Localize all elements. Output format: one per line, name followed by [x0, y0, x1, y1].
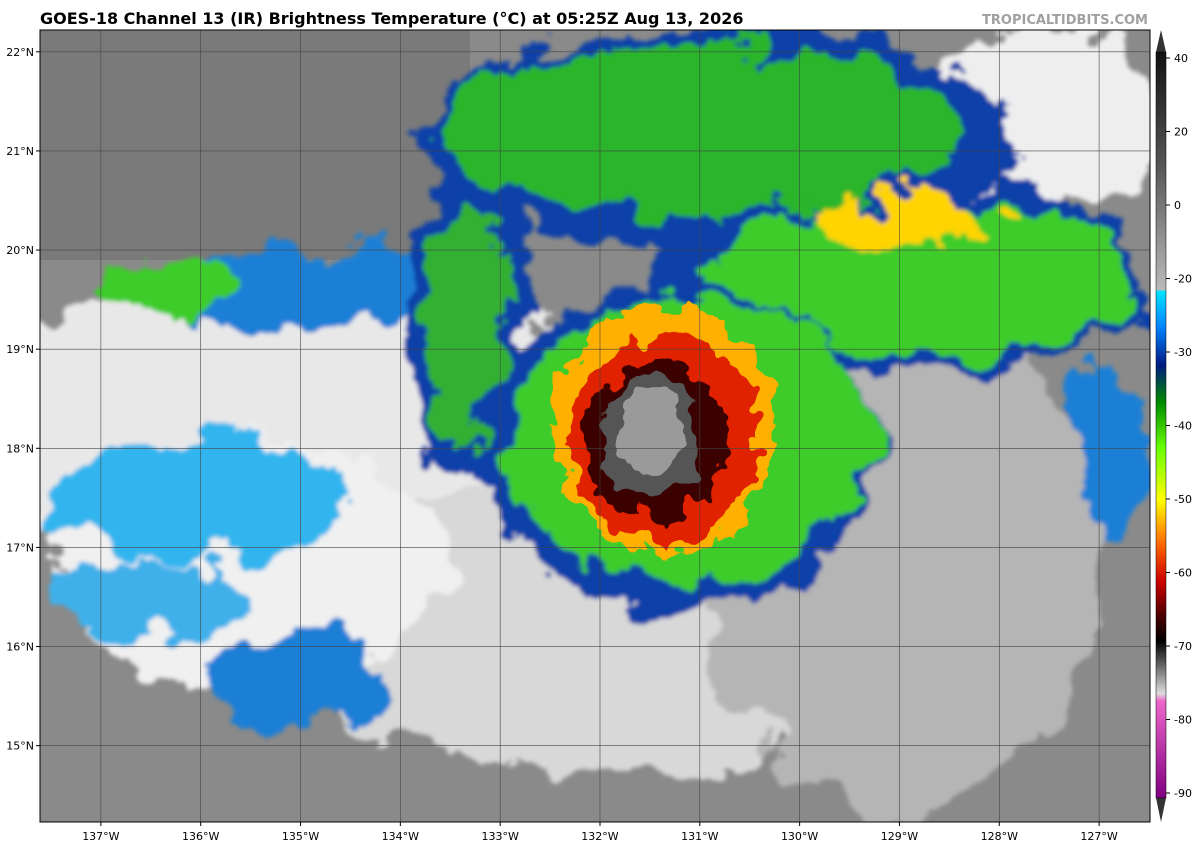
lat-label: 15°N — [6, 740, 34, 753]
colorbar-label: -50 — [1174, 493, 1192, 506]
lon-label: 133°W — [481, 830, 518, 843]
colorbar-label: -60 — [1174, 567, 1192, 580]
graticule — [40, 30, 1150, 822]
lon-label: 134°W — [382, 830, 419, 843]
satellite-image — [40, 30, 1150, 822]
lat-label: 21°N — [6, 145, 34, 158]
lon-label: 136°W — [182, 830, 219, 843]
colorbar-label: -90 — [1174, 787, 1192, 800]
colorbar-label: -20 — [1174, 273, 1192, 286]
lat-label: 22°N — [6, 46, 34, 59]
lon-label: 129°W — [881, 830, 918, 843]
lon-label: 131°W — [681, 830, 718, 843]
lon-label: 135°W — [282, 830, 319, 843]
lat-label: 19°N — [6, 343, 34, 356]
lon-label: 132°W — [581, 830, 618, 843]
title: GOES-18 Channel 13 (IR) Brightness Tempe… — [40, 9, 743, 28]
colorbar-scale — [1155, 51, 1167, 799]
colorbar-label: -30 — [1174, 346, 1192, 359]
colorbar-label: 0 — [1174, 199, 1181, 212]
lon-label: 130°W — [781, 830, 818, 843]
watermark: TROPICALTIDBITS.COM — [982, 13, 1148, 28]
lat-label: 16°N — [6, 641, 34, 654]
colorbar-label: -80 — [1174, 714, 1192, 727]
lat-label: 18°N — [6, 442, 34, 455]
map-frame — [39, 29, 1151, 823]
colorbar-label: 40 — [1174, 52, 1188, 65]
colorbar-label: -70 — [1174, 640, 1192, 653]
lon-label: 137°W — [82, 830, 119, 843]
lon-label: 128°W — [981, 830, 1018, 843]
lat-label: 20°N — [6, 244, 34, 257]
lat-label: 17°N — [6, 541, 34, 554]
colorbar-label: -40 — [1174, 420, 1192, 433]
colorbar: 40 20 0 -20 -30 -40 -50 -60 -70 -80 -90 — [1155, 30, 1192, 822]
lon-label: 127°W — [1080, 830, 1117, 843]
colorbar-label: 20 — [1174, 126, 1188, 139]
